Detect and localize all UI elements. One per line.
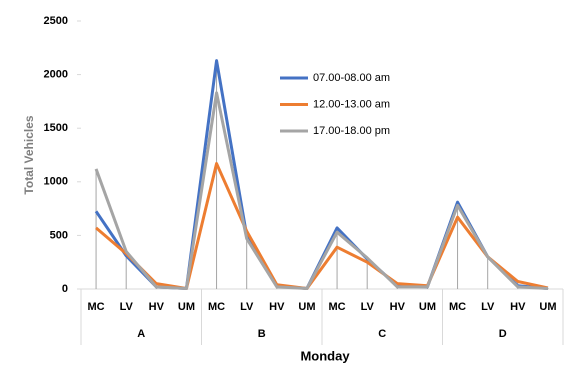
x-tick-label: MC bbox=[88, 301, 105, 313]
y-tick-label: 2500 bbox=[44, 15, 68, 27]
x-tick-label: UM bbox=[298, 301, 315, 313]
x-tick-label: LV bbox=[120, 301, 134, 313]
y-tick-label: 1500 bbox=[44, 122, 68, 134]
x-tick-label: HV bbox=[510, 301, 526, 313]
group-label: A bbox=[137, 328, 145, 340]
x-tick-label: LV bbox=[361, 301, 375, 313]
x-tick-label: HV bbox=[390, 301, 406, 313]
y-tick-label: 1000 bbox=[44, 176, 68, 188]
y-tick-label: 0 bbox=[62, 283, 68, 295]
group-label: D bbox=[499, 328, 507, 340]
x-tick-label: MC bbox=[208, 301, 225, 313]
legend-label: 07.00-08.00 am bbox=[313, 72, 390, 84]
x-tick-label: LV bbox=[481, 301, 495, 313]
x-tick-label: LV bbox=[240, 301, 254, 313]
y-tick-label: 2000 bbox=[44, 69, 68, 81]
y-axis-title: Total Vehicles bbox=[22, 115, 36, 194]
x-tick-label: UM bbox=[419, 301, 436, 313]
group-label: C bbox=[378, 328, 386, 340]
series-line bbox=[94, 91, 549, 290]
x-tick-label: UM bbox=[178, 301, 195, 313]
group-label: B bbox=[258, 328, 266, 340]
series-line bbox=[94, 59, 549, 290]
x-tick-label: UM bbox=[539, 301, 556, 313]
series-line bbox=[95, 162, 549, 290]
x-tick-label: MC bbox=[329, 301, 346, 313]
legend-label: 17.00-18.00 pm bbox=[313, 125, 390, 137]
x-tick-label: HV bbox=[149, 301, 165, 313]
y-tick-label: 500 bbox=[50, 229, 68, 241]
x-tick-label: MC bbox=[449, 301, 466, 313]
x-axis-title: Monday bbox=[300, 348, 350, 363]
legend-label: 12.00-13.00 am bbox=[313, 98, 390, 110]
x-tick-label: HV bbox=[269, 301, 285, 313]
